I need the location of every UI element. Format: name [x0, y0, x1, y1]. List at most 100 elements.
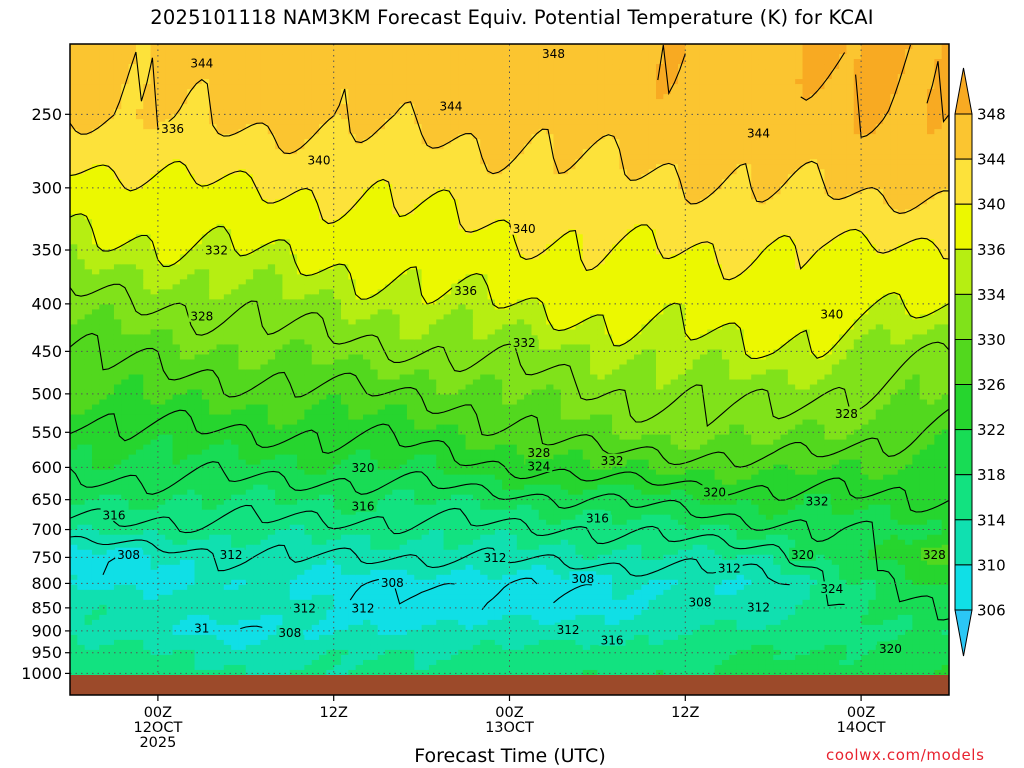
- field-cell: [216, 134, 225, 140]
- field-cell: [106, 144, 115, 150]
- field-cell: [150, 489, 159, 496]
- field-cell: [297, 409, 305, 416]
- field-cell: [106, 659, 115, 666]
- field-cell: [70, 659, 78, 666]
- field-cell: [267, 114, 276, 120]
- field-cell: [150, 139, 159, 145]
- field-cell: [150, 559, 159, 566]
- field-cell: [91, 159, 100, 165]
- field-cell: [238, 384, 247, 391]
- field-cell: [187, 589, 196, 596]
- field-cell: [106, 589, 115, 596]
- field-cell: [282, 69, 291, 75]
- field-cell: [128, 584, 137, 591]
- field-cell: [77, 289, 86, 295]
- field-cell: [77, 399, 86, 406]
- field-cell: [275, 654, 284, 661]
- field-cell: [77, 379, 86, 386]
- field-cell: [77, 204, 86, 210]
- field-cell: [260, 294, 269, 300]
- field-cell: [194, 414, 203, 421]
- field-cell: [179, 189, 188, 195]
- field-cell: [319, 644, 327, 651]
- field-cell: [341, 199, 349, 205]
- field-cell: [304, 59, 313, 65]
- field-cell: [172, 299, 181, 305]
- field-cell: [209, 639, 218, 646]
- field-cell: [172, 89, 181, 95]
- field-cell: [297, 379, 305, 386]
- field-cell: [326, 504, 335, 511]
- field-cell: [135, 54, 144, 60]
- field-cell: [260, 84, 269, 90]
- field-cell: [326, 599, 335, 606]
- field-cell: [165, 179, 174, 185]
- field-cell: [282, 434, 291, 441]
- field-cell: [311, 264, 320, 270]
- field-cell: [106, 199, 115, 205]
- field-cell: [275, 79, 284, 85]
- field-cell: [128, 344, 137, 351]
- field-cell: [319, 329, 327, 336]
- field-cell: [179, 464, 188, 471]
- field-cell: [245, 59, 254, 65]
- field-cell: [348, 59, 357, 65]
- field-cell: [311, 164, 320, 170]
- field-cell: [319, 49, 327, 55]
- field-cell: [289, 369, 298, 376]
- field-cell: [311, 214, 320, 220]
- field-cell: [223, 649, 232, 656]
- field-cell: [223, 334, 232, 341]
- field-cell: [238, 649, 247, 656]
- field-cell: [77, 519, 86, 526]
- field-cell: [209, 124, 218, 130]
- field-cell: [238, 184, 247, 190]
- field-cell: [77, 479, 86, 486]
- field-cell: [150, 149, 159, 155]
- field-cell: [289, 99, 298, 105]
- field-cell: [77, 544, 86, 551]
- field-cell: [99, 519, 108, 526]
- field-cell: [128, 614, 137, 621]
- field-cell: [333, 239, 342, 245]
- field-cell: [304, 214, 313, 220]
- field-cell: [201, 599, 210, 606]
- field-cell: [201, 549, 210, 556]
- field-cell: [128, 269, 137, 275]
- field-cell: [187, 569, 196, 576]
- field-cell: [282, 399, 291, 406]
- field-cell: [121, 164, 130, 170]
- field-cell: [333, 309, 342, 316]
- field-cell: [157, 409, 166, 416]
- field-cell: [311, 594, 320, 601]
- field-cell: [333, 389, 342, 396]
- field-cell: [113, 419, 122, 426]
- field-cell: [91, 554, 100, 561]
- field-cell: [172, 109, 181, 115]
- field-cell: [223, 189, 232, 195]
- field-cell: [260, 64, 269, 70]
- field-cell: [106, 449, 115, 456]
- field-cell: [84, 514, 93, 521]
- field-cell: [165, 524, 174, 531]
- field-cell: [216, 44, 225, 50]
- field-cell: [209, 179, 218, 185]
- field-cell: [260, 234, 269, 240]
- field-cell: [201, 604, 210, 611]
- field-cell: [194, 534, 203, 541]
- field-cell: [157, 384, 166, 391]
- field-cell: [128, 44, 137, 50]
- field-cell: [121, 444, 130, 451]
- field-cell: [106, 474, 115, 481]
- field-cell: [172, 319, 181, 326]
- field-cell: [91, 224, 100, 230]
- field-cell: [84, 329, 93, 336]
- field-cell: [319, 319, 327, 326]
- field-cell: [231, 354, 240, 361]
- field-cell: [333, 629, 342, 636]
- field-cell: [282, 369, 291, 376]
- field-cell: [172, 169, 181, 175]
- field-cell: [209, 524, 218, 531]
- field-cell: [304, 404, 313, 411]
- field-cell: [319, 629, 327, 636]
